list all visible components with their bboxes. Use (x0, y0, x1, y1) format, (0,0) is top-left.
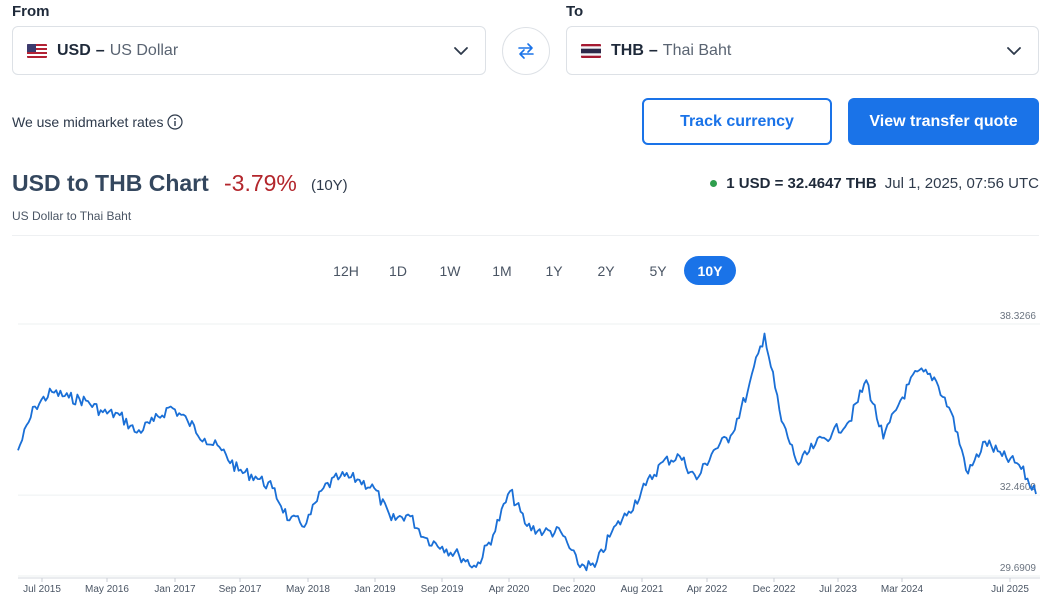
x-tick-label: Jan 2019 (354, 584, 396, 595)
change-percent: -3.79% (224, 170, 297, 196)
chevron-down-icon (1007, 47, 1021, 55)
swap-currencies-button[interactable] (502, 27, 550, 75)
x-tick-label: Jan 2017 (154, 584, 196, 595)
from-label: From (12, 3, 50, 20)
y-tick-label: 29.6909 (1000, 563, 1037, 574)
to-currency-select[interactable]: THB – Thai Baht (566, 26, 1039, 75)
midmarket-text: We use midmarket rates (12, 114, 164, 130)
x-tick-label: Apr 2020 (489, 584, 530, 595)
from-currency-name: US Dollar (109, 41, 179, 59)
y-tick-label: 32.4609 (1000, 482, 1037, 493)
divider (12, 235, 1039, 236)
x-tick-label: Sep 2019 (421, 584, 464, 595)
to-label: To (566, 3, 584, 20)
us-flag-icon (27, 43, 47, 58)
info-icon[interactable] (167, 114, 184, 130)
chart-subtitle: US Dollar to Thai Baht (12, 209, 132, 223)
tab-1m[interactable]: 1M (492, 262, 512, 279)
to-currency-code: THB (611, 41, 644, 59)
to-currency-dash: – (648, 41, 658, 59)
from-currency-code: USD (57, 41, 91, 59)
series-line (17, 332, 1037, 572)
swap-arrows-icon (518, 43, 534, 59)
chart-title: USD to THB Chart (12, 170, 209, 196)
to-currency-name: Thai Baht (662, 41, 732, 59)
x-tick-label: Dec 2022 (753, 584, 796, 595)
x-tick-label: Jul 2025 (991, 584, 1029, 595)
change-period: (10Y) (311, 177, 348, 194)
current-rate: 1 USD = 32.4647 THB Jul 1, 2025, 07:56 U… (710, 175, 1039, 192)
track-currency-button[interactable]: Track currency (642, 98, 832, 145)
th-flag-icon (581, 43, 601, 58)
rate-chart[interactable]: Jul 2015 May 2016 Jan 2017 Sep 2017 May 2018… (0, 300, 1053, 600)
x-tick-label: May 2016 (85, 584, 129, 595)
rate-timestamp: Jul 1, 2025, 07:56 UTC (884, 175, 1039, 192)
from-currency-select[interactable]: USD – US Dollar (12, 26, 486, 75)
x-tick-label: Jul 2015 (23, 584, 61, 595)
midmarket-notice: We use midmarket rates (12, 114, 184, 130)
tab-1y[interactable]: 1Y (545, 262, 563, 279)
tab-10y[interactable]: 10Y (684, 256, 736, 285)
view-transfer-quote-button[interactable]: View transfer quote (848, 98, 1039, 145)
x-tick-label: Aug 2021 (621, 584, 664, 595)
tab-12h[interactable]: 12H (333, 262, 359, 279)
x-tick-label: Sep 2017 (219, 584, 262, 595)
from-currency-dash: – (95, 41, 105, 59)
x-tick-label: Mar 2024 (881, 584, 924, 595)
tab-1w[interactable]: 1W (439, 262, 461, 279)
x-tick-label: Dec 2020 (553, 584, 596, 595)
tab-2y[interactable]: 2Y (597, 262, 615, 279)
x-tick-label: Jul 2023 (819, 584, 857, 595)
y-tick-label: 38.3266 (1000, 311, 1037, 322)
period-tabs: 12H 1D 1W 1M 1Y 2Y 5Y 10Y (320, 256, 736, 285)
x-tick-label: May 2018 (286, 584, 330, 595)
rate-value: 1 USD = 32.4647 THB (726, 175, 877, 192)
tab-5y[interactable]: 5Y (649, 262, 667, 279)
x-tick-label: Apr 2022 (687, 584, 728, 595)
tab-1d[interactable]: 1D (389, 262, 407, 279)
live-dot-icon (710, 180, 718, 187)
chevron-down-icon (454, 47, 468, 55)
